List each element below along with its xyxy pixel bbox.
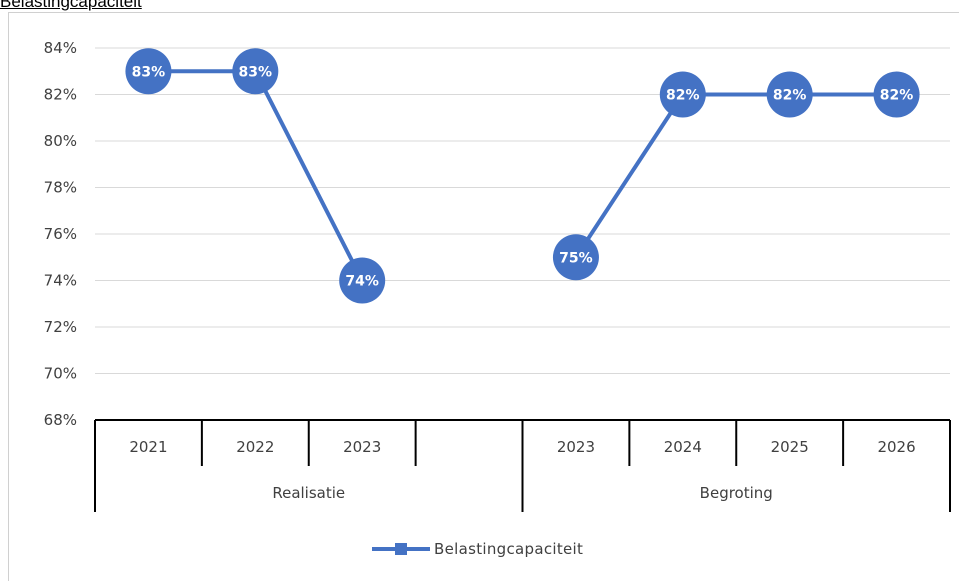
y-tick-label: 74% bbox=[44, 272, 77, 290]
x-axis: 2021 2022 2023 Realisatie 2023 2024 2025 2026 Be… bbox=[94, 419, 951, 512]
x-tick-label: 2023 bbox=[343, 438, 381, 456]
legend: Belastingcapaciteit bbox=[372, 540, 583, 558]
y-tick-label: 84% bbox=[44, 39, 77, 57]
data-label: 75% bbox=[559, 250, 593, 266]
data-label: 83% bbox=[132, 64, 166, 80]
y-tick-label: 78% bbox=[44, 179, 77, 197]
page-title: Belastingcapaciteit bbox=[0, 0, 142, 11]
data-point bbox=[552, 234, 599, 281]
y-tick-label: 80% bbox=[44, 132, 77, 150]
gridlines bbox=[95, 47, 950, 374]
data-label: 83% bbox=[239, 64, 273, 80]
x-tick-label: 2024 bbox=[664, 438, 702, 456]
data-point bbox=[232, 48, 279, 95]
x-tick-label: 2022 bbox=[236, 438, 274, 456]
data-point bbox=[339, 257, 386, 304]
data-label: 82% bbox=[880, 88, 914, 104]
y-tick-label: 68% bbox=[44, 411, 77, 429]
data-label: 82% bbox=[773, 88, 807, 104]
series-line bbox=[574, 92, 897, 259]
data-point bbox=[766, 71, 813, 118]
data-point bbox=[659, 71, 706, 118]
y-tick-label: 82% bbox=[44, 86, 77, 104]
y-axis-ticks: 68% 70% 72% 74% 76% 78% 80% 82% 84% bbox=[44, 39, 77, 429]
x-tick-label: 2025 bbox=[771, 438, 809, 456]
x-tick-label: 2026 bbox=[877, 438, 915, 456]
x-group-label: Realisatie bbox=[272, 484, 345, 502]
legend-marker-icon bbox=[395, 543, 407, 555]
series-line bbox=[148, 69, 364, 282]
data-label: 74% bbox=[345, 274, 379, 290]
data-point bbox=[125, 48, 172, 95]
data-point bbox=[873, 71, 920, 118]
data-label: 82% bbox=[666, 88, 700, 104]
x-tick-label: 2023 bbox=[557, 438, 595, 456]
x-group-label: Begroting bbox=[700, 484, 773, 502]
y-tick-label: 72% bbox=[44, 318, 77, 336]
y-tick-label: 76% bbox=[44, 225, 77, 243]
legend-label: Belastingcapaciteit bbox=[434, 540, 583, 558]
y-tick-label: 70% bbox=[44, 365, 77, 383]
x-tick-label: 2021 bbox=[129, 438, 167, 456]
series-layer: 83% 83% 74% 75% 82% 82% 82% bbox=[125, 48, 920, 304]
chart-frame bbox=[8, 12, 959, 581]
